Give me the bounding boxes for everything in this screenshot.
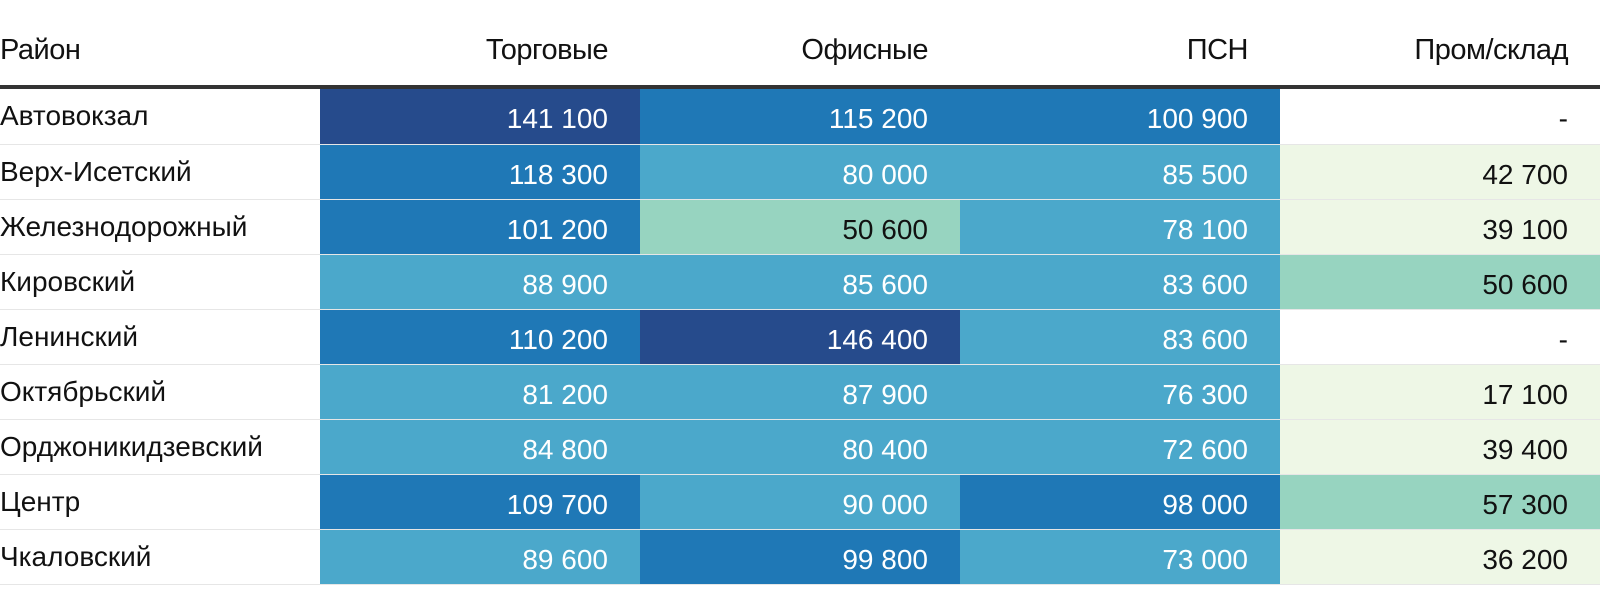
district-name: Ленинский [0, 309, 320, 365]
column-header-psn: ПСН [960, 0, 1280, 89]
heatmap-cell-office: 80 400 [640, 419, 960, 475]
heatmap-cell-psn: 85 500 [960, 144, 1280, 200]
table-row: Чкаловский 89 600 99 800 73 000 36 200 [0, 529, 1600, 585]
heatmap-cell-industrial: 57 300 [1280, 474, 1600, 530]
heatmap-cell-industrial: 17 100 [1280, 364, 1600, 420]
heatmap-cell-industrial: - [1280, 309, 1600, 365]
heatmap-cell-psn: 98 000 [960, 474, 1280, 530]
heatmap-cell-industrial: - [1280, 87, 1600, 145]
heatmap-cell-industrial: 36 200 [1280, 529, 1600, 585]
heatmap-cell-retail: 89 600 [320, 529, 640, 585]
heatmap-cell-psn: 73 000 [960, 529, 1280, 585]
heatmap-cell-office: 85 600 [640, 254, 960, 310]
column-header-office: Офисные [640, 0, 960, 89]
district-name: Чкаловский [0, 529, 320, 585]
heatmap-cell-psn: 72 600 [960, 419, 1280, 475]
heatmap-cell-psn: 76 300 [960, 364, 1280, 420]
heatmap-cell-office: 99 800 [640, 529, 960, 585]
heatmap-cell-industrial: 50 600 [1280, 254, 1600, 310]
heatmap-cell-retail: 88 900 [320, 254, 640, 310]
heatmap-cell-retail: 84 800 [320, 419, 640, 475]
heatmap-cell-office: 80 000 [640, 144, 960, 200]
table-body: Автовокзал 141 100 115 200 100 900- Верх-Исе… [0, 87, 1600, 585]
district-name: Автовокзал [0, 87, 320, 145]
table-row: Октябрьский 81 200 87 900 76 300 17 100 [0, 364, 1600, 420]
heatmap-cell-office: 146 400 [640, 309, 960, 365]
heatmap-cell-office: 87 900 [640, 364, 960, 420]
district-name: Железнодорожный [0, 199, 320, 255]
heatmap-cell-office: 115 200 [640, 87, 960, 145]
district-name: Орджоникидзевский [0, 419, 320, 475]
district-name: Центр [0, 474, 320, 530]
table-row: Автовокзал 141 100 115 200 100 900- [0, 87, 1600, 145]
heatmap-cell-psn: 83 600 [960, 254, 1280, 310]
header-row: Район Торговые Офисные ПСН Пром/склад [0, 0, 1600, 89]
heatmap-cell-retail: 101 200 [320, 199, 640, 255]
heatmap-cell-office: 50 600 [640, 199, 960, 255]
district-name: Октябрьский [0, 364, 320, 420]
heatmap-cell-retail: 110 200 [320, 309, 640, 365]
heatmap-cell-industrial: 39 100 [1280, 199, 1600, 255]
heatmap-cell-retail: 118 300 [320, 144, 640, 200]
heatmap-cell-psn: 100 900 [960, 87, 1280, 145]
table-row: Центр 109 700 90 000 98 000 57 300 [0, 474, 1600, 530]
heatmap-cell-industrial: 42 700 [1280, 144, 1600, 200]
table-row: Орджоникидзевский 84 800 80 400 72 600 39 40… [0, 419, 1600, 475]
heatmap-cell-psn: 78 100 [960, 199, 1280, 255]
heatmap-cell-retail: 141 100 [320, 87, 640, 145]
column-header-district: Район [0, 0, 320, 89]
heatmap-cell-retail: 81 200 [320, 364, 640, 420]
district-name: Кировский [0, 254, 320, 310]
table-row: Ленинский 110 200 146 400 83 600- [0, 309, 1600, 365]
table-row: Железнодорожный 101 200 50 600 78 100 39 100 [0, 199, 1600, 255]
table-row: Кировский 88 900 85 600 83 600 50 600 [0, 254, 1600, 310]
column-header-industrial: Пром/склад [1280, 0, 1600, 89]
district-name: Верх-Исетский [0, 144, 320, 200]
column-header-retail: Торговые [320, 0, 640, 89]
heatmap-cell-psn: 83 600 [960, 309, 1280, 365]
heatmap-cell-office: 90 000 [640, 474, 960, 530]
heatmap-cell-industrial: 39 400 [1280, 419, 1600, 475]
table-row: Верх-Исетский 118 300 80 000 85 500 42 700 [0, 144, 1600, 200]
heatmap-cell-retail: 109 700 [320, 474, 640, 530]
